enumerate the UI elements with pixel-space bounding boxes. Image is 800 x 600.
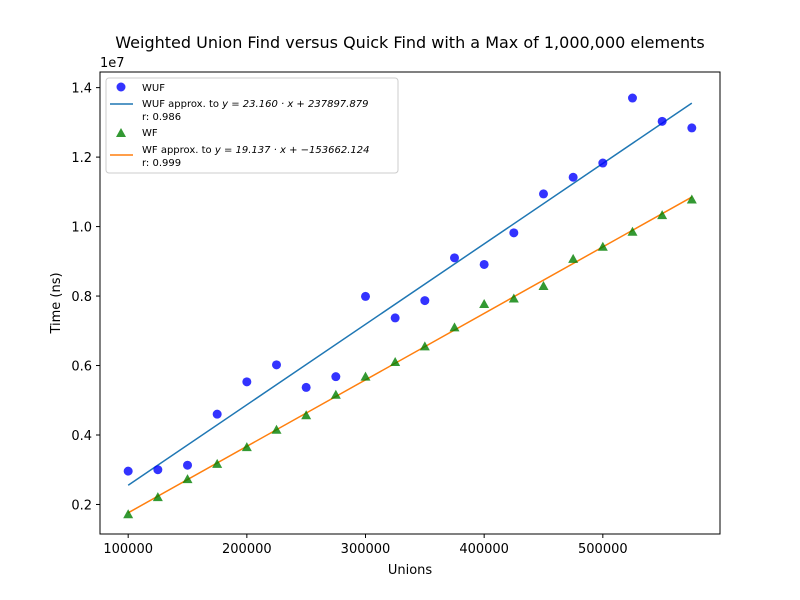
point-wuf	[331, 372, 341, 382]
point-wf	[538, 280, 549, 290]
point-wf	[330, 389, 341, 399]
point-wuf	[361, 291, 371, 301]
legend-r-wuf: r: 0.986	[142, 112, 181, 123]
plot-frame	[99, 71, 721, 535]
point-wf	[479, 299, 490, 309]
x-axis-label: Unions	[388, 563, 433, 578]
point-wuf	[687, 123, 697, 133]
x-tick-label: 200000	[222, 542, 272, 557]
legend-label-wuf: WUF	[142, 83, 165, 94]
point-wuf	[212, 409, 222, 419]
point-wf	[686, 194, 697, 204]
point-wf	[360, 371, 371, 381]
y-tick-label: 0.6	[71, 360, 92, 375]
y-axis-label: Time (ns)	[49, 272, 64, 334]
point-wf	[182, 474, 193, 484]
fit-line-1	[127, 102, 693, 486]
y-tick-label: 1.4	[71, 82, 92, 97]
point-wf	[241, 442, 252, 452]
axis-ticks: 100000 200000 300000 400000 500000 0.2 0.4 0.6 0…	[71, 82, 627, 557]
legend-label-wf: WF	[142, 128, 158, 139]
point-wuf	[123, 466, 133, 476]
point-wuf	[242, 377, 252, 387]
point-wuf	[627, 93, 637, 103]
y-tick-label: 1.0	[71, 221, 92, 236]
legend: WUF WUF approx. to y = 23.160 · x + 2378…	[105, 77, 399, 174]
point-wf	[597, 241, 608, 251]
point-wf	[449, 322, 460, 332]
point-wf	[301, 410, 312, 420]
point-wf	[508, 293, 519, 303]
legend-r-wf: r: 0.999	[142, 158, 181, 169]
legend-marker-wuf	[116, 82, 126, 92]
legend-marker-wf	[116, 128, 126, 137]
x-tick-label: 300000	[341, 542, 391, 557]
point-wuf	[568, 172, 578, 182]
legend-label-wf-fit: WF approx. to y = 19.137 · x + −153662.1…	[142, 145, 370, 156]
point-wuf	[538, 189, 548, 199]
point-wuf	[420, 296, 430, 306]
y-tick-label: 0.2	[71, 498, 92, 513]
point-wf	[271, 424, 282, 434]
point-wf	[627, 226, 638, 236]
point-wuf	[272, 360, 282, 370]
y-tick-label: 1.2	[71, 151, 92, 166]
point-wf	[212, 458, 223, 468]
legend-box	[105, 77, 399, 174]
point-wuf	[183, 460, 193, 470]
x-tick-label: 500000	[578, 542, 628, 557]
point-wuf	[390, 313, 400, 323]
point-wuf	[153, 465, 163, 475]
point-wuf	[449, 253, 459, 263]
chart-title: Weighted Union Find versus Quick Find wi…	[115, 33, 704, 52]
point-wuf	[657, 116, 667, 126]
fit-line-3	[127, 196, 693, 514]
point-wf	[419, 341, 430, 351]
point-wuf	[598, 158, 608, 168]
point-wf	[152, 492, 163, 502]
legend-equation-wf: y = 19.137 · x + −153662.124	[214, 145, 370, 156]
legend-equation-wuf: y = 23.160 · x + 237897.879	[221, 99, 368, 110]
legend-label-wuf-fit: WUF approx. to y = 23.160 · x + 237897.8…	[142, 99, 368, 110]
x-tick-label: 400000	[459, 542, 509, 557]
point-wf	[390, 357, 401, 367]
point-wuf	[479, 259, 489, 269]
point-wf	[123, 509, 134, 519]
point-wuf	[301, 382, 311, 392]
point-wf	[657, 210, 668, 220]
point-wuf	[509, 228, 519, 238]
y-tick-label: 0.8	[71, 290, 92, 305]
y-scale-label: 1e7	[100, 56, 125, 71]
point-wf	[568, 253, 579, 263]
y-tick-label: 0.4	[71, 429, 92, 444]
x-tick-label: 100000	[103, 542, 153, 557]
plot-area	[123, 93, 697, 519]
